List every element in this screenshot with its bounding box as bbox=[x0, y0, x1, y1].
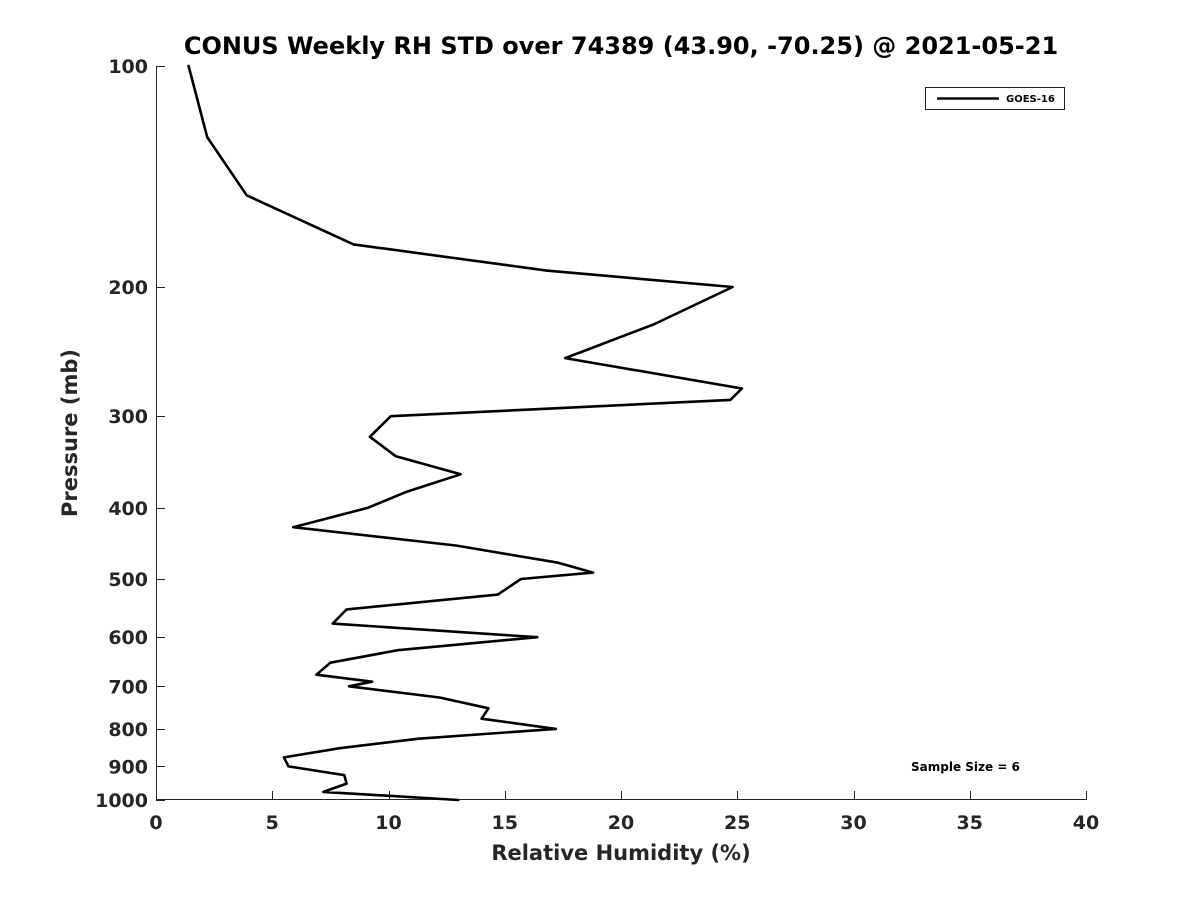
x-tick-label: 0 bbox=[149, 812, 162, 834]
x-tick-label: 5 bbox=[266, 812, 279, 834]
x-tick-label: 35 bbox=[957, 812, 983, 834]
x-tick-label: 40 bbox=[1073, 812, 1099, 834]
x-tick-label: 10 bbox=[375, 812, 401, 834]
y-tick-label: 800 bbox=[108, 719, 148, 741]
y-axis-label: Pressure (mb) bbox=[58, 349, 82, 517]
y-tick-label: 200 bbox=[108, 277, 148, 299]
x-tick-label: 25 bbox=[724, 812, 750, 834]
y-tick-label: 1000 bbox=[95, 790, 148, 812]
y-tick-label: 900 bbox=[108, 756, 148, 778]
x-tick-label: 15 bbox=[492, 812, 518, 834]
x-tick-label: 20 bbox=[608, 812, 634, 834]
y-tick-label: 400 bbox=[108, 498, 148, 520]
y-tick-label: 700 bbox=[108, 676, 148, 698]
y-tick-label: 300 bbox=[108, 406, 148, 428]
series-line-goes-16 bbox=[187, 64, 744, 802]
x-ticks: 0 5 10 15 20 25 30 35 40 bbox=[149, 791, 1099, 834]
sample-size-annotation: Sample Size = 6 bbox=[911, 760, 1020, 774]
legend[interactable]: GOES-16 bbox=[925, 87, 1065, 110]
y-tick-label: 500 bbox=[108, 569, 148, 591]
y-ticks: 100 200 300 400 500 600 700 800 900 1000 bbox=[95, 56, 165, 812]
x-axis-label: Relative Humidity (%) bbox=[491, 841, 750, 865]
legend-entry-label: GOES-16 bbox=[1006, 94, 1055, 105]
x-tick-label: 30 bbox=[840, 812, 866, 834]
y-tick-label: 100 bbox=[108, 56, 148, 78]
chart-title: CONUS Weekly RH STD over 74389 (43.90, -… bbox=[184, 32, 1058, 60]
y-tick-label: 600 bbox=[108, 627, 148, 649]
series-group bbox=[187, 64, 744, 802]
